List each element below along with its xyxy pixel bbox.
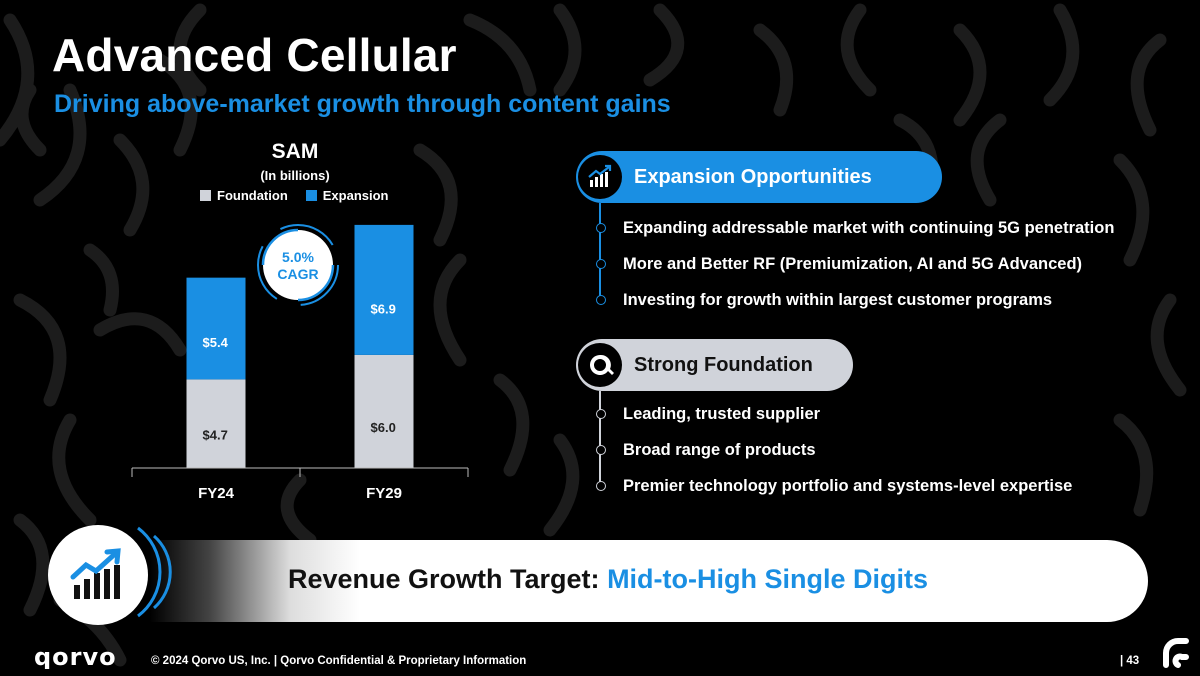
chart-subtitle: (In billions) xyxy=(260,168,330,183)
legend-label-expansion: Expansion xyxy=(322,188,389,203)
expansion-item-text: Investing for growth within largest cust… xyxy=(623,290,1053,309)
cagr-label: CAGR xyxy=(277,266,318,282)
cagr-arc-left xyxy=(261,228,299,266)
legend-label-foundation: Foundation xyxy=(217,188,288,203)
expansion-item-text: Expanding addressable market with contin… xyxy=(623,218,1115,237)
bar-expansion-fy29 xyxy=(354,224,414,355)
foundation-item: Premier technology portfolio and systems… xyxy=(596,468,1072,504)
foundation-item-text: Premier technology portfolio and systems… xyxy=(623,476,1073,495)
page-subtitle: Driving above-market growth through cont… xyxy=(54,90,671,118)
revenue-target-text: Revenue Growth Target: Mid-to-High Singl… xyxy=(288,564,928,595)
qorvo-logo: QORVO xyxy=(34,643,124,676)
sam-bar-chart: 5.0% CAGR $4.7 $5.4 $6.0 $6.9 FY24 FY29 xyxy=(131,224,469,502)
foundation-item-text: Leading, trusted supplier xyxy=(623,404,821,423)
qorvo-brand-mark xyxy=(1163,638,1189,668)
foundation-icon-badge xyxy=(578,343,622,387)
expansion-item: Expanding addressable market with contin… xyxy=(596,210,1114,246)
cagr-value: 5.0% xyxy=(282,249,314,265)
revenue-target-banner: Revenue Growth Target: Mid-to-High Singl… xyxy=(60,540,1148,622)
expansion-heading: Expansion Opportunities xyxy=(634,165,872,188)
cagr-badge: 5.0% CAGR xyxy=(257,224,339,306)
revenue-target-value: Mid-to-High Single Digits xyxy=(607,564,929,594)
legend-item-foundation: Foundation xyxy=(200,188,288,203)
bar-expansion-fy24 xyxy=(186,277,246,380)
data-label-foundation-fy29: $6.0 xyxy=(371,420,396,435)
growth-chart-icon xyxy=(70,548,121,599)
legend-item-expansion: Expansion xyxy=(305,188,389,203)
growth-chart-icon xyxy=(588,164,612,187)
cagr-arc-right xyxy=(297,264,335,302)
banner-arcs xyxy=(137,526,172,618)
expansion-heading-pill: Expansion Opportunities xyxy=(576,151,942,203)
foundation-heading-pill: Strong Foundation xyxy=(576,339,853,391)
banner-icon-badge xyxy=(48,525,148,625)
x-tick-label-fy29: FY29 xyxy=(366,485,402,502)
qorvo-logo-text: QORVO xyxy=(34,645,117,669)
qorvo-logo-mark: QORVO xyxy=(34,643,117,671)
foundation-item: Leading, trusted supplier xyxy=(596,396,1072,432)
expansion-list: Expanding addressable market with contin… xyxy=(596,210,1114,318)
bar-foundation-fy24 xyxy=(186,379,246,468)
cagr-outer-ring xyxy=(257,224,339,306)
revenue-target-label: Revenue Growth Target: xyxy=(288,564,600,594)
expansion-icon-badge xyxy=(578,155,622,199)
foundation-connector-line xyxy=(599,391,601,487)
bar-foundation-fy29 xyxy=(354,354,414,468)
data-label-foundation-fy24: $4.7 xyxy=(203,428,228,443)
expansion-item-text: More and Better RF (Premiumization, AI a… xyxy=(623,254,1083,273)
chart-legend: Foundation Expansion xyxy=(200,188,389,203)
foundation-heading: Strong Foundation xyxy=(634,353,813,376)
foundation-item-text: Broad range of products xyxy=(623,440,816,459)
expansion-item: Investing for growth within largest cust… xyxy=(596,282,1114,318)
expansion-connector-line xyxy=(599,203,601,299)
qorvo-q-icon xyxy=(590,354,614,375)
page-number: | 43 xyxy=(1120,655,1140,667)
expansion-item: More and Better RF (Premiumization, AI a… xyxy=(596,246,1114,282)
footer-copyright: © 2024 Qorvo US, Inc. | Qorvo Confidenti… xyxy=(151,655,527,667)
page-title: Advanced Cellular xyxy=(52,29,457,81)
foundation-item: Broad range of products xyxy=(596,432,1072,468)
data-label-expansion-fy24: $5.4 xyxy=(203,335,229,350)
data-label-expansion-fy29: $6.9 xyxy=(371,301,396,316)
cagr-badge-circle xyxy=(263,230,333,300)
x-tick-label-fy24: FY24 xyxy=(198,485,235,502)
foundation-list: Leading, trusted supplier Broad range of… xyxy=(596,396,1072,504)
chart-title: SAM xyxy=(271,140,319,163)
